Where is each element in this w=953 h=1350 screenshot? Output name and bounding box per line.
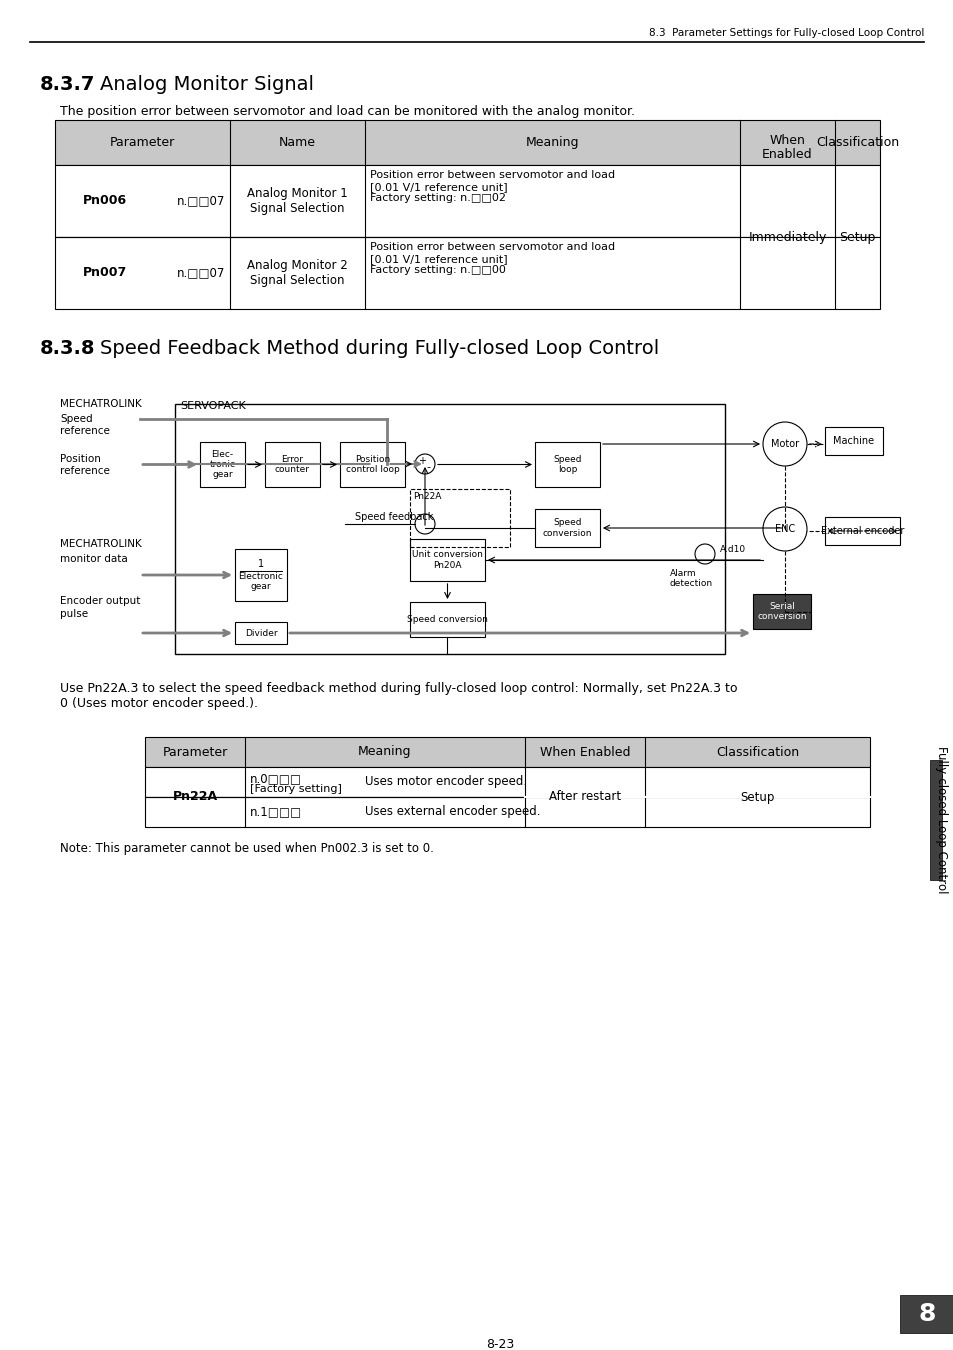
Text: Electronic
gear: Electronic gear: [238, 571, 283, 591]
Circle shape: [762, 508, 806, 551]
Text: 8.3  Parameter Settings for Fully-closed Loop Control: 8.3 Parameter Settings for Fully-closed …: [648, 28, 923, 38]
Text: Position error between servomotor and load
[0.01 V/1 reference unit]
Factory set: Position error between servomotor and lo…: [370, 170, 615, 204]
Text: Speed
loop: Speed loop: [553, 455, 581, 474]
Text: Analog Monitor 2
Signal Selection: Analog Monitor 2 Signal Selection: [247, 259, 348, 288]
Bar: [200, 441, 245, 487]
Bar: [929, 760, 941, 880]
Text: 8.3.7: 8.3.7: [40, 76, 95, 95]
Text: n.□□07: n.□□07: [176, 266, 225, 279]
Bar: [145, 737, 869, 767]
Text: Motor: Motor: [770, 439, 799, 450]
Circle shape: [415, 514, 435, 535]
Text: Pn006: Pn006: [83, 194, 127, 208]
Text: Serial
conversion: Serial conversion: [757, 602, 806, 621]
Text: Analog Monitor 1
Signal Selection: Analog Monitor 1 Signal Selection: [247, 188, 348, 215]
Text: Name: Name: [278, 136, 315, 148]
Circle shape: [762, 423, 806, 466]
Text: Immediately: Immediately: [747, 231, 826, 243]
Text: Elec-
tronic
gear: Elec- tronic gear: [210, 450, 235, 479]
Text: 8: 8: [918, 1301, 935, 1326]
Text: Uses external encoder speed.: Uses external encoder speed.: [365, 806, 540, 818]
Text: Meaning: Meaning: [358, 745, 412, 759]
Text: Meaning: Meaning: [525, 136, 578, 148]
Text: +: +: [417, 456, 426, 466]
Text: Speed conversion: Speed conversion: [407, 616, 487, 624]
Text: Note: This parameter cannot be used when Pn002.3 is set to 0.: Note: This parameter cannot be used when…: [60, 842, 434, 855]
Text: 8-23: 8-23: [485, 1338, 514, 1350]
Text: Position
control loop: Position control loop: [345, 455, 399, 474]
Text: Classification: Classification: [815, 136, 898, 148]
Text: Use Pn22A.3 to select the speed feedback method during fully-closed loop control: Use Pn22A.3 to select the speed feedback…: [60, 682, 737, 710]
Text: Speed: Speed: [60, 414, 92, 424]
Bar: [899, 1295, 953, 1332]
Bar: [410, 489, 510, 547]
Text: MECHATROLINK: MECHATROLINK: [60, 400, 142, 409]
Text: Setup: Setup: [740, 791, 774, 803]
Circle shape: [695, 544, 714, 564]
Bar: [55, 120, 879, 165]
Bar: [752, 594, 810, 629]
Text: A.d10: A.d10: [720, 544, 745, 554]
Text: reference: reference: [60, 427, 110, 436]
Text: Error
counter: Error counter: [274, 455, 310, 474]
Text: monitor data: monitor data: [60, 554, 128, 564]
Circle shape: [415, 454, 435, 474]
Text: n.□□07: n.□□07: [176, 194, 225, 208]
Text: Encoder output: Encoder output: [60, 595, 140, 606]
Text: Unit conversion
Pn20A: Unit conversion Pn20A: [412, 551, 482, 570]
Text: Position error between servomotor and load
[0.01 V/1 reference unit]
Factory set: Position error between servomotor and lo…: [370, 242, 615, 275]
Text: MECHATROLINK: MECHATROLINK: [60, 539, 142, 549]
Bar: [174, 404, 724, 653]
Text: pulse: pulse: [60, 609, 88, 620]
Text: When
Enabled: When Enabled: [761, 134, 812, 162]
Text: reference: reference: [60, 466, 110, 477]
Text: [Factory setting]: [Factory setting]: [250, 784, 341, 794]
Text: ENC: ENC: [774, 524, 794, 535]
Text: Pn22A: Pn22A: [172, 791, 217, 803]
Bar: [55, 165, 879, 238]
Bar: [535, 441, 599, 487]
Text: After restart: After restart: [548, 791, 620, 803]
Bar: [265, 441, 319, 487]
Text: Parameter: Parameter: [162, 745, 228, 759]
Bar: [824, 427, 882, 455]
Text: SERVOPACK: SERVOPACK: [180, 401, 246, 410]
Text: 1: 1: [257, 559, 264, 568]
Text: n.0□□□: n.0□□□: [250, 772, 302, 784]
Text: Classification: Classification: [715, 745, 799, 759]
Text: Pn007: Pn007: [83, 266, 127, 279]
Text: Machine: Machine: [833, 436, 874, 446]
Text: Speed Feedback Method during Fully-closed Loop Control: Speed Feedback Method during Fully-close…: [100, 339, 659, 358]
Bar: [824, 517, 899, 545]
Text: Parameter: Parameter: [110, 136, 175, 148]
Bar: [55, 238, 879, 309]
Bar: [410, 539, 484, 580]
Text: Uses motor encoder speed.: Uses motor encoder speed.: [365, 775, 527, 788]
Text: When Enabled: When Enabled: [539, 745, 630, 759]
Text: The position error between servomotor and load can be monitored with the analog : The position error between servomotor an…: [60, 105, 635, 117]
Bar: [339, 441, 405, 487]
Text: Position: Position: [60, 454, 101, 464]
Text: Speed
conversion: Speed conversion: [542, 518, 592, 537]
Text: Fully-closed Loop Control: Fully-closed Loop Control: [935, 747, 947, 894]
Text: Divider: Divider: [244, 629, 277, 637]
Text: n.1□□□: n.1□□□: [250, 806, 302, 818]
Bar: [234, 549, 287, 601]
Text: Setup: Setup: [839, 231, 875, 243]
Bar: [234, 622, 287, 644]
Text: -: -: [426, 462, 430, 472]
Bar: [410, 602, 484, 637]
Text: Pn22A: Pn22A: [413, 491, 441, 501]
Text: Alarm
detection: Alarm detection: [669, 568, 713, 589]
Text: 8.3.8: 8.3.8: [40, 339, 95, 358]
Text: Speed feedback: Speed feedback: [355, 512, 433, 522]
Bar: [535, 509, 599, 547]
Text: Analog Monitor Signal: Analog Monitor Signal: [100, 76, 314, 95]
Text: External encoder: External encoder: [820, 526, 903, 536]
Bar: [145, 767, 869, 796]
Bar: [145, 796, 869, 828]
